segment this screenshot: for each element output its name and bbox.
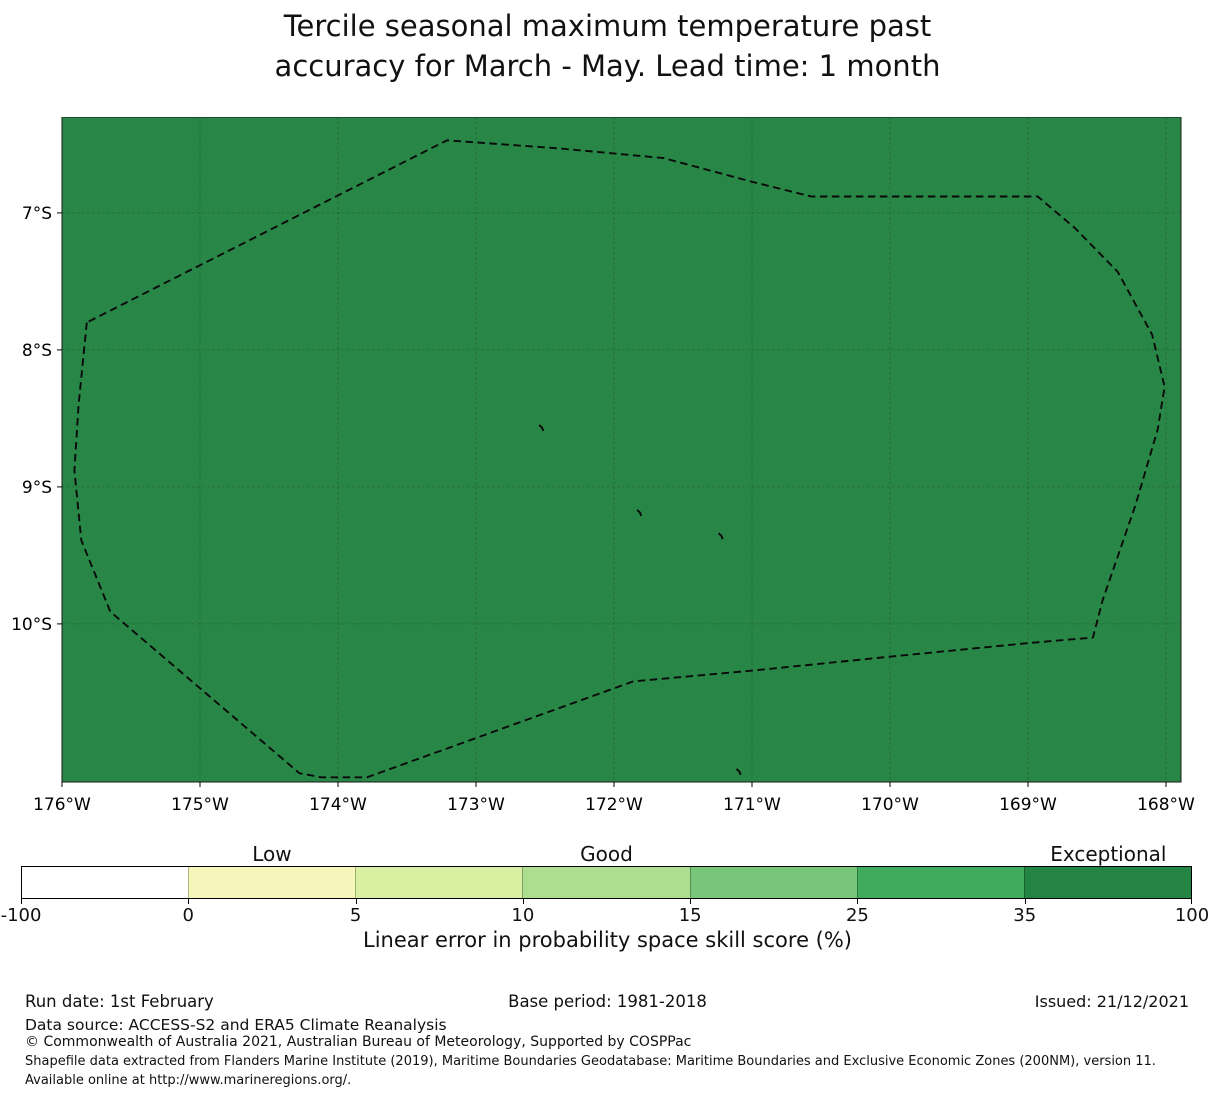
map-area — [62, 117, 1181, 782]
colorbar-tick-label: 5 — [349, 905, 362, 926]
x-tick-label: 168°W — [1137, 795, 1195, 815]
colorbar-tickmark — [1191, 899, 1192, 904]
colorbar-tick-label: 0 — [182, 905, 195, 926]
colorbar-category-label: Good — [580, 842, 633, 866]
colorbar-tick-label: 15 — [678, 905, 702, 926]
colorbar-tickmark — [1024, 899, 1026, 904]
y-tick-label: 9°S — [22, 478, 52, 498]
colorbar-title: Linear error in probability space skill … — [363, 928, 852, 952]
map-frame — [61, 117, 1182, 783]
colorbar-category-label: Low — [252, 842, 292, 866]
eez-boundary — [73, 139, 1166, 779]
y-tick-label: 7°S — [22, 204, 52, 224]
x-tick-label: 171°W — [723, 795, 781, 815]
colorbar-tick-label: 35 — [1013, 905, 1037, 926]
colorbar-tick-label: 25 — [845, 905, 869, 926]
colorbar-tickmark — [857, 899, 859, 904]
colorbar-segment — [856, 867, 1024, 898]
island-outline — [538, 424, 545, 432]
chart-title-line1: Tercile seasonal maximum temperature pas… — [283, 9, 932, 43]
x-tick-label: 174°W — [309, 795, 367, 815]
data-source-label: Data source: ACCESS-S2 and ERA5 Climate … — [25, 1016, 447, 1034]
run-date-label: Run date: 1st February — [25, 992, 214, 1011]
colorbar-tick-label: 100 — [1174, 905, 1210, 926]
y-tick-label: 10°S — [11, 615, 52, 635]
map: 176°W 175°W 174°W 173°W 172°W 171°W 170°W 169°W… — [11, 117, 1195, 815]
island-outline — [717, 532, 724, 540]
colorbar-tick-label: -100 — [0, 905, 42, 926]
colorbar-segment — [1023, 867, 1191, 898]
issued-label: Issued: 21/12/2021 — [1034, 992, 1189, 1011]
colorbar-segment — [355, 867, 523, 898]
y-tick-label: 8°S — [22, 341, 52, 361]
colorbar: Low Good Exceptional -100 0 5 10 15 25 35 100 — [1, 842, 1210, 972]
colorbar-segment — [689, 867, 857, 898]
base-period-label: Base period: 1981-2018 — [508, 992, 707, 1011]
colorbar-tickmark — [690, 899, 692, 904]
chart-title: Tercile seasonal maximum temperature pas… — [0, 6, 1215, 86]
colorbar-tick-label: 10 — [511, 905, 535, 926]
island-outline — [636, 509, 643, 517]
copyright-label: © Commonwealth of Australia 2021, Austra… — [25, 1034, 692, 1050]
chart-title-line2: accuracy for March - May. Lead time: 1 m… — [274, 49, 941, 83]
colorbar-tickmark — [522, 899, 524, 904]
colorbar-ramp — [21, 866, 1192, 899]
x-tick-label: 176°W — [33, 795, 91, 815]
colorbar-segment — [22, 867, 189, 898]
colorbar-tickmark — [355, 899, 357, 904]
colorbar-tickmark — [21, 899, 22, 904]
shapefile-note: Shapefile data extracted from Flanders M… — [25, 1054, 1156, 1088]
x-tick-label: 173°W — [447, 795, 505, 815]
colorbar-segment — [188, 867, 356, 898]
colorbar-segment — [522, 867, 690, 898]
colorbar-tickmark — [188, 899, 190, 904]
x-tick-label: 170°W — [861, 795, 919, 815]
x-tick-label: 175°W — [171, 795, 229, 815]
x-tick-label: 172°W — [585, 795, 643, 815]
island-outline — [735, 768, 742, 776]
colorbar-category-label: Exceptional — [1050, 842, 1167, 866]
footer-row: Run date: 1st February Base period: 1981… — [0, 992, 1215, 1014]
x-tick-label: 169°W — [999, 795, 1057, 815]
